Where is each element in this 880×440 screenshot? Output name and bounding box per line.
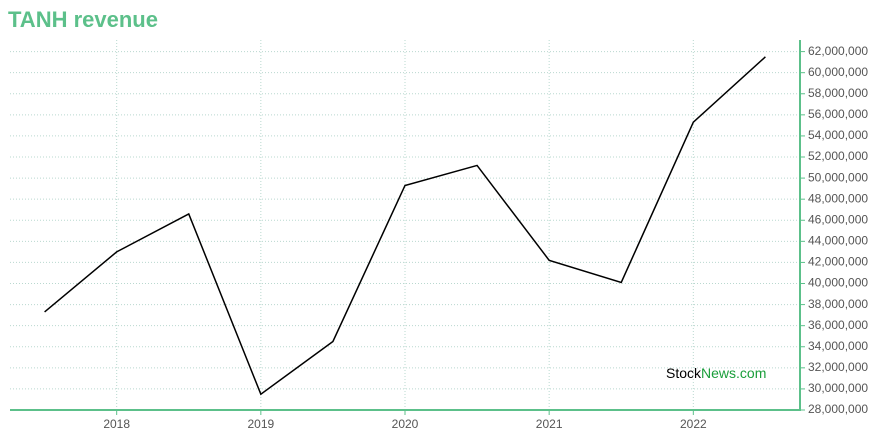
watermark-news: News.com	[701, 365, 766, 381]
y-tick-label: 34,000,000	[808, 339, 868, 353]
x-tick-label: 2019	[247, 417, 274, 431]
y-tick-label: 36,000,000	[808, 318, 868, 332]
chart-title: TANH revenue	[8, 7, 158, 32]
y-tick-label: 30,000,000	[808, 381, 868, 395]
x-tick-label: 2021	[536, 417, 563, 431]
x-tick-label: 2020	[392, 417, 419, 431]
y-tick-label: 32,000,000	[808, 360, 868, 374]
y-tick-label: 28,000,000	[808, 402, 868, 416]
y-tick-label: 60,000,000	[808, 65, 868, 79]
y-tick-label: 50,000,000	[808, 170, 868, 184]
y-tick-label: 58,000,000	[808, 86, 868, 100]
y-tick-label: 48,000,000	[808, 191, 868, 205]
line-series	[44, 56, 766, 396]
y-tick-label: 40,000,000	[808, 276, 868, 290]
watermark: StockNews.com	[666, 365, 766, 381]
x-tick-label: 2022	[680, 417, 707, 431]
y-tick-label: 46,000,000	[808, 212, 868, 226]
y-tick-label: 38,000,000	[808, 297, 868, 311]
y-tick-label: 44,000,000	[808, 234, 868, 248]
x-tick-label: 2018	[103, 417, 130, 431]
watermark-stock: Stock	[666, 365, 702, 381]
y-tick-label: 52,000,000	[808, 149, 868, 163]
y-tick-label: 42,000,000	[808, 255, 868, 269]
y-tick-label: 54,000,000	[808, 128, 868, 142]
y-tick-label: 56,000,000	[808, 107, 868, 121]
y-tick-label: 62,000,000	[808, 44, 868, 58]
